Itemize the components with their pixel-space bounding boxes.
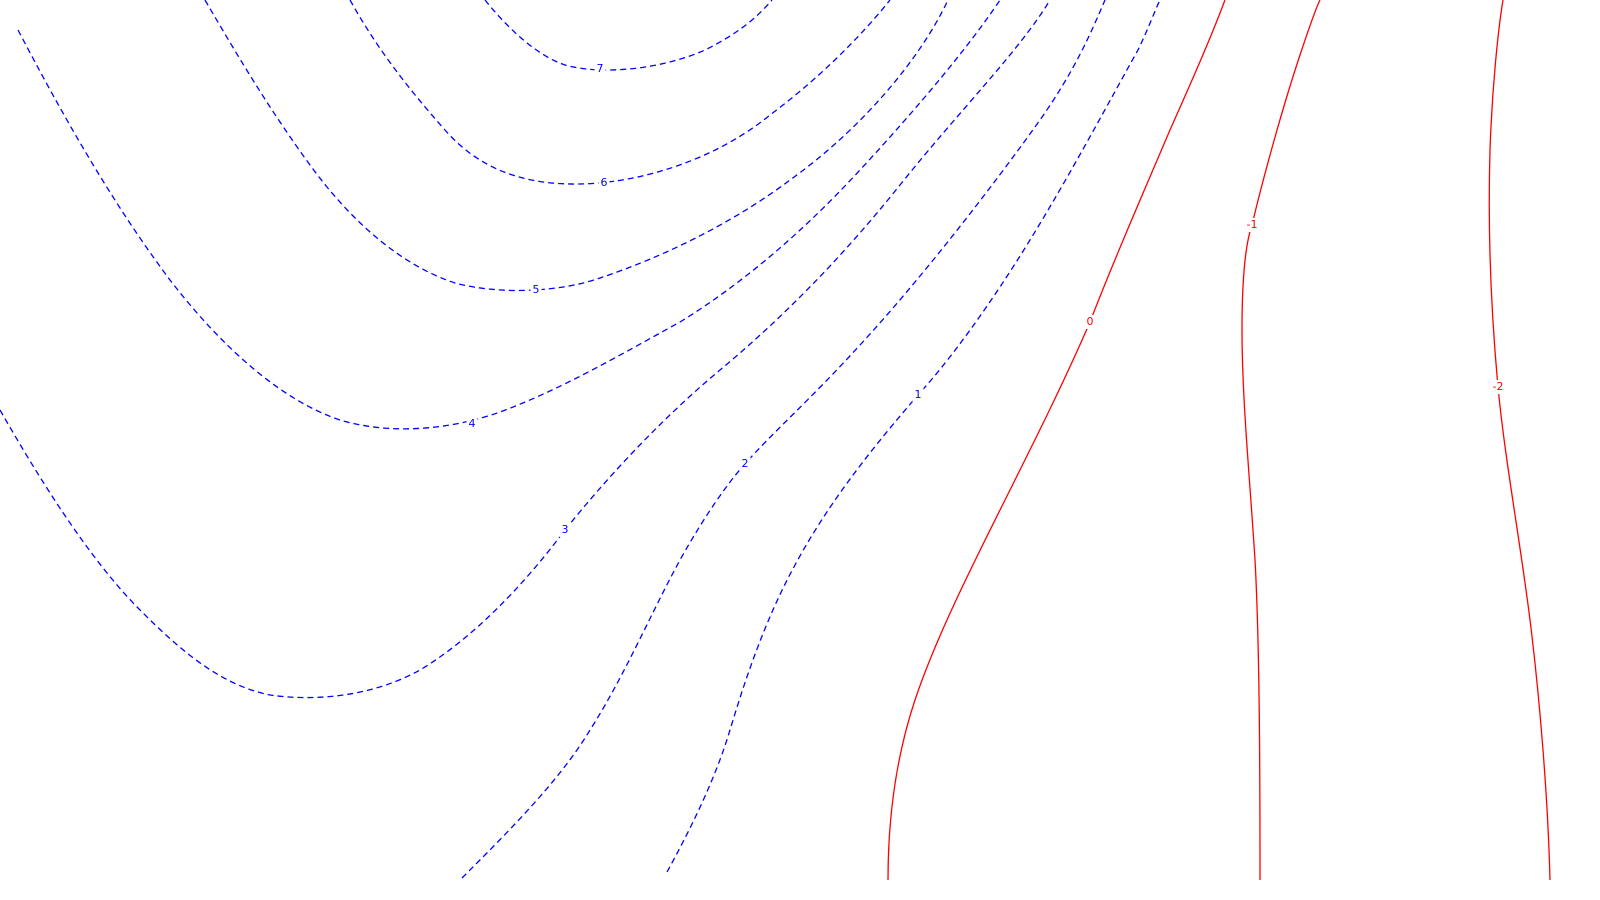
contour-label-bg-c-0 [1084,315,1096,329]
contour-line-c-1 [666,0,1161,873]
contour-label-c-7: 7 [597,62,604,75]
contour-layer [0,0,1551,881]
contour-label-bg-c-7 [594,62,606,76]
contour-label-c-1: 1 [915,388,922,401]
contour-label-layer: 7 6 5 4 3 2 1 0 -1 -2 [466,62,1507,537]
contour-label-c-3: 3 [562,523,569,536]
contour-line-c-3 [0,0,1051,699]
contour-label-bg-c-2 [739,457,751,471]
contour-label-bg-c-m2 [1489,380,1507,394]
contour-line-c-7 [484,0,773,71]
contour-label-bg-c-3 [559,523,571,537]
contour-line-c-6 [349,0,891,185]
contour-label-bg-c-4 [466,417,478,431]
contour-line-c-0 [887,0,1226,881]
contour-label-c-5: 5 [533,283,540,296]
contour-label-c-m2: -2 [1493,380,1504,393]
contour-label-bg-c-5 [530,283,542,297]
contour-label-c-0: 0 [1087,315,1094,328]
contour-line-c-m2 [1488,0,1551,881]
contour-label-bg-c-m1 [1243,218,1261,232]
contour-line-c-5 [204,0,949,292]
contour-label-bg-c-1 [912,388,924,402]
contour-label-bg-c-6 [598,176,610,190]
contour-label-c-m1: -1 [1247,218,1258,231]
contour-label-c-4: 4 [469,417,476,430]
contour-line-c-m1 [1241,0,1321,881]
contour-label-c-6: 6 [601,176,608,189]
contour-label-c-2: 2 [742,457,749,470]
